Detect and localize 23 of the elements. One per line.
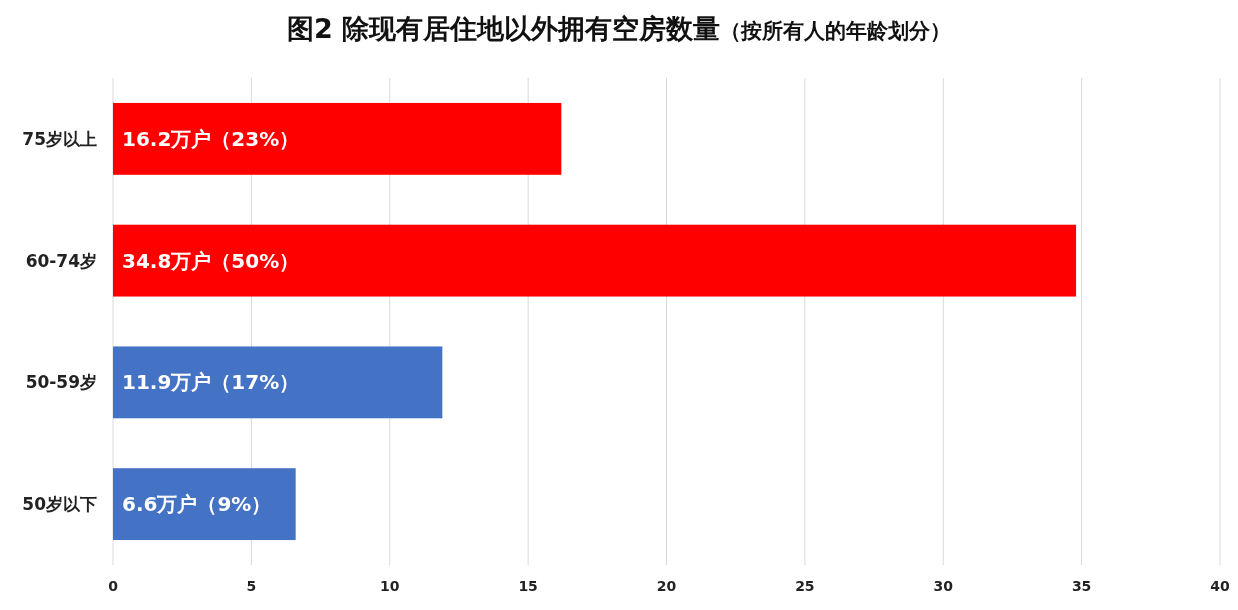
y-tick-label: 75岁以上 — [22, 128, 97, 149]
data-label: 34.8万户（50%） — [122, 248, 300, 273]
bar — [113, 346, 443, 419]
x-tick-label: 0 — [108, 578, 119, 594]
bar — [113, 102, 562, 175]
x-tick-label: 40 — [1210, 578, 1230, 594]
y-tick-label: 50-59岁 — [25, 372, 97, 393]
chart-subtitle: （按所有人的年龄划分） — [720, 19, 952, 43]
data-label: 11.9万户（17%） — [122, 370, 300, 395]
data-label: 6.6万户（9%） — [122, 492, 272, 517]
x-tick-label: 20 — [656, 578, 677, 594]
bar — [113, 224, 1077, 297]
x-tick-label: 15 — [518, 578, 538, 594]
bar — [113, 468, 296, 541]
chart-title: 图2 除现有居住地以外拥有空房数量 — [286, 13, 721, 44]
x-tick-label: 35 — [1071, 578, 1092, 594]
x-tick-label: 30 — [933, 578, 954, 594]
x-tick-label: 25 — [795, 578, 815, 594]
y-tick-label: 60-74岁 — [25, 250, 97, 271]
y-tick-label: 50岁以下 — [22, 494, 97, 515]
data-label: 16.2万户（23%） — [122, 126, 300, 151]
x-tick-label: 5 — [246, 578, 257, 594]
x-tick-label: 10 — [380, 578, 400, 594]
